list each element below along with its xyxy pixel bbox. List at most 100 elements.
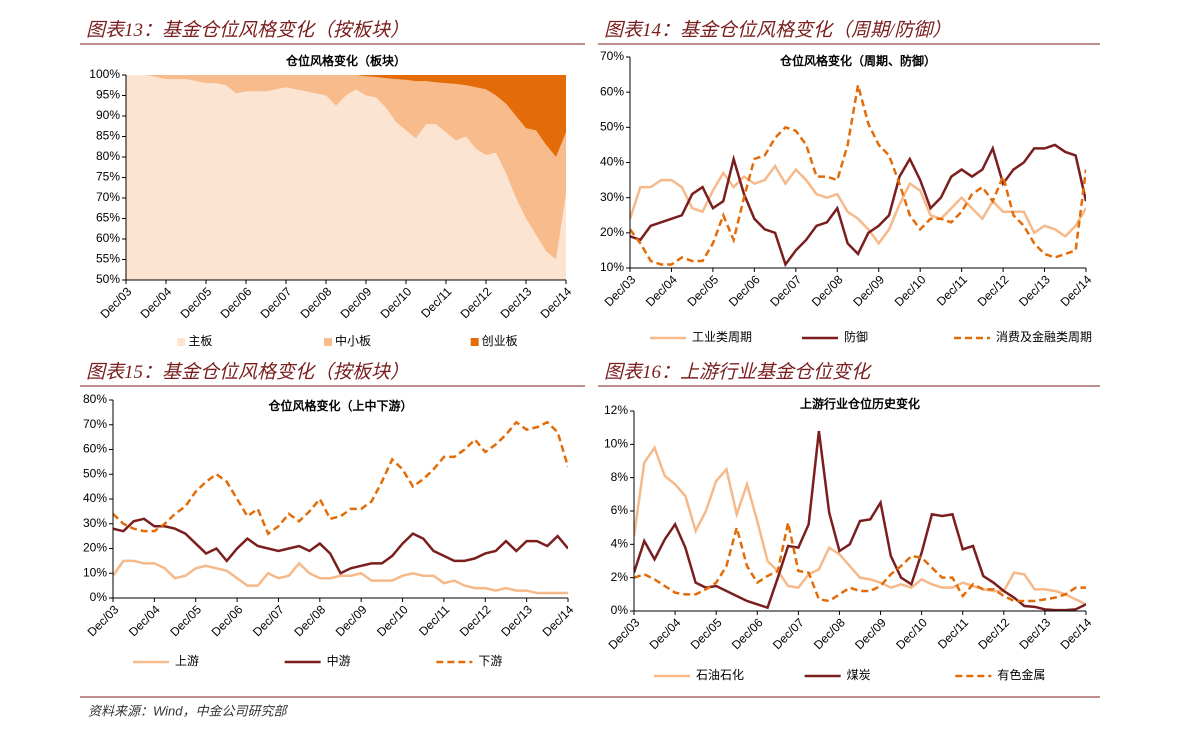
line — [634, 444, 1086, 606]
y-tick-label: 70% — [96, 190, 120, 204]
line — [634, 522, 1086, 603]
x-tick-label: Dec/11 — [935, 615, 971, 651]
chart-title: 上游行业仓位历史变化 — [800, 396, 920, 411]
legend-label: 创业板 — [482, 334, 518, 348]
y-tick-label: 10% — [604, 437, 628, 451]
y-tick-label: 75% — [96, 170, 120, 184]
x-tick-label: Dec/13 — [498, 284, 535, 321]
x-tick-label: Dec/06 — [209, 602, 246, 639]
x-tick-label: Dec/06 — [218, 284, 255, 321]
y-tick-label: 55% — [96, 252, 120, 266]
x-tick-label: Dec/04 — [643, 272, 680, 309]
source: 资料来源：Wind，中金公司研究部 — [88, 703, 289, 718]
y-tick-label: 90% — [96, 108, 120, 122]
legend-label: 中游 — [327, 653, 351, 668]
y-tick-label: 60% — [96, 231, 120, 245]
y-tick-label: 8% — [611, 470, 629, 484]
y-tick-label: 0% — [90, 590, 108, 604]
x-tick-label: Dec/09 — [850, 272, 887, 309]
legend-swatch — [470, 338, 479, 346]
x-tick-label: Dec/03 — [85, 602, 122, 639]
x-tick-label: Dec/07 — [258, 284, 295, 321]
chart-title: 仓位风格变化（上中下游） — [267, 398, 412, 413]
y-tick-label: 60% — [83, 442, 107, 456]
legend-label: 消费及金融类周期 — [996, 329, 1092, 344]
legend-label: 主板 — [188, 334, 212, 348]
legend-label: 石油石化 — [696, 668, 744, 682]
x-tick-label: Dec/07 — [767, 272, 804, 309]
x-tick-label: Dec/12 — [458, 284, 495, 321]
x-tick-label: Dec/13 — [1016, 272, 1053, 309]
chart-title: 仓位风格变化（周期、防御） — [779, 53, 936, 68]
x-tick-label: Dec/11 — [418, 284, 454, 320]
y-tick-label: 50% — [96, 272, 120, 286]
x-tick-label: Dec/09 — [333, 602, 370, 639]
line — [113, 420, 568, 536]
panel-heading: 图表13：基金仓位风格变化（按板块） — [86, 19, 409, 41]
plot — [630, 84, 1086, 268]
y-tick-label: 40% — [600, 155, 624, 169]
line — [113, 559, 568, 595]
y-tick-label: 70% — [600, 49, 624, 63]
y-tick-label: 80% — [83, 392, 107, 406]
x-tick-label: Dec/14 — [1058, 272, 1095, 309]
x-tick-label: Dec/13 — [498, 602, 535, 639]
y-tick-label: 85% — [96, 129, 120, 143]
plot — [126, 75, 566, 280]
y-tick-label: 10% — [600, 260, 624, 274]
legend-label: 煤炭 — [847, 668, 871, 682]
x-tick-label: Dec/14 — [1058, 615, 1095, 652]
x-tick-label: Dec/10 — [893, 615, 930, 652]
y-tick-label: 6% — [611, 503, 629, 517]
plot — [113, 420, 568, 595]
y-tick-label: 50% — [600, 120, 624, 134]
x-tick-label: Dec/14 — [540, 602, 577, 639]
x-tick-label: Dec/03 — [98, 284, 135, 321]
legend-label: 工业类周期 — [692, 330, 752, 344]
legend-label: 防御 — [844, 329, 868, 344]
legend-label: 有色金属 — [997, 667, 1045, 682]
line — [113, 517, 568, 575]
y-tick-label: 40% — [83, 491, 107, 505]
y-tick-label: 30% — [83, 516, 107, 530]
y-tick-label: 60% — [600, 84, 624, 98]
line — [630, 163, 1086, 246]
x-tick-label: Dec/13 — [1016, 615, 1053, 652]
legend-swatch — [324, 338, 332, 346]
chart-title: 仓位风格变化（板块） — [285, 53, 406, 68]
x-tick-label: Dec/04 — [126, 602, 163, 639]
y-tick-label: 20% — [83, 541, 107, 555]
y-tick-label: 0% — [611, 603, 629, 617]
x-tick-label: Dec/14 — [538, 284, 575, 321]
y-tick-label: 2% — [611, 570, 629, 584]
x-tick-label: Dec/05 — [178, 284, 215, 321]
x-tick-label: Dec/07 — [770, 615, 807, 652]
area — [126, 75, 566, 280]
x-tick-label: Dec/12 — [457, 602, 494, 639]
x-tick-label: Dec/08 — [811, 615, 848, 652]
legend-label: 中小板 — [335, 333, 371, 348]
x-tick-label: Dec/06 — [729, 615, 766, 652]
legend-label: 上游 — [175, 654, 199, 668]
x-tick-label: Dec/10 — [378, 284, 415, 321]
legend-swatch — [177, 338, 186, 346]
plot — [634, 430, 1086, 611]
x-tick-label: Dec/05 — [167, 602, 204, 639]
x-tick-label: Dec/05 — [684, 272, 721, 309]
x-tick-label: Dec/04 — [138, 284, 175, 321]
y-tick-label: 20% — [600, 225, 624, 239]
legend-label: 下游 — [478, 654, 502, 668]
line — [630, 84, 1086, 266]
x-tick-label: Dec/10 — [892, 272, 929, 309]
x-tick-label: Dec/08 — [291, 602, 328, 639]
y-tick-label: 10% — [83, 565, 107, 579]
x-tick-label: Dec/11 — [416, 602, 452, 638]
panel-heading: 图表15：基金仓位风格变化（按板块） — [86, 361, 409, 383]
line — [630, 143, 1086, 268]
y-tick-label: 100% — [89, 67, 120, 81]
x-tick-label: Dec/05 — [688, 615, 725, 652]
x-tick-label: Dec/09 — [338, 284, 375, 321]
y-tick-label: 95% — [96, 88, 120, 102]
area — [126, 75, 566, 157]
